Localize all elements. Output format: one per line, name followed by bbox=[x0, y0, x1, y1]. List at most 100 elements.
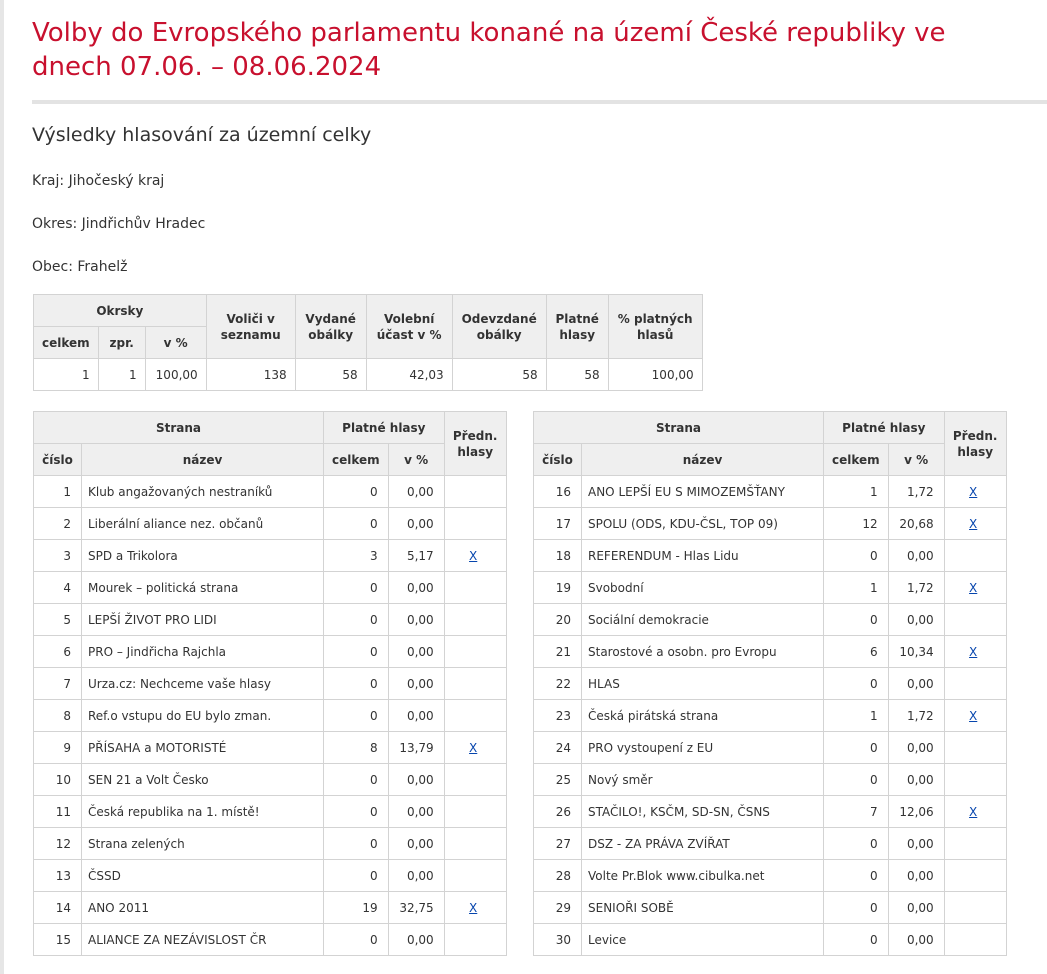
party-name: Ref.o vstupu do EU bylo zman. bbox=[81, 699, 324, 732]
header-ucast: Volební účast v % bbox=[365, 294, 453, 359]
party-votes: 0 bbox=[323, 827, 389, 860]
party-name: LEPŠÍ ŽIVOT PRO LIDI bbox=[81, 603, 324, 636]
party-name: SEN 21 a Volt Česko bbox=[81, 763, 324, 796]
party-pct: 0,00 bbox=[387, 635, 445, 668]
party-votes: 0 bbox=[323, 923, 389, 956]
preferential-votes-cell bbox=[443, 763, 507, 796]
summary-cell: 100,00 bbox=[607, 358, 703, 391]
party-votes: 12 bbox=[823, 507, 889, 540]
preferential-votes-cell bbox=[943, 667, 1007, 700]
party-row: 23 Česká pirátská strana 1 1,72 X bbox=[533, 699, 1007, 732]
header-v-pct: v % bbox=[144, 326, 207, 359]
party-pct: 0,00 bbox=[387, 667, 445, 700]
summary-cell: 42,03 bbox=[365, 358, 453, 391]
party-name: Levice bbox=[581, 923, 824, 956]
preferential-votes-link[interactable]: X bbox=[469, 740, 478, 755]
party-number: 24 bbox=[533, 731, 582, 764]
party-row: 10 SEN 21 a Volt Česko 0 0,00 bbox=[33, 763, 507, 796]
party-votes: 0 bbox=[823, 667, 889, 700]
party-name: Strana zelených bbox=[81, 827, 324, 860]
header-predn-hlasy: Předn. hlasy bbox=[943, 411, 1007, 476]
preferential-votes-cell bbox=[443, 507, 507, 540]
party-name: Sociální demokracie bbox=[581, 603, 824, 636]
party-pct: 20,68 bbox=[887, 507, 945, 540]
party-pct: 5,17 bbox=[387, 539, 445, 572]
party-row: 3 SPD a Trikolora 3 5,17 X bbox=[33, 539, 507, 572]
preferential-votes-cell: X bbox=[943, 795, 1007, 828]
summary-row: 1 1 100,00 138 58 42,03 58 58 100,00 bbox=[33, 358, 703, 391]
party-row: 11 Česká republika na 1. místě! 0 0,00 bbox=[33, 795, 507, 828]
preferential-votes-cell: X bbox=[443, 891, 507, 924]
party-votes: 0 bbox=[323, 859, 389, 892]
party-number: 13 bbox=[33, 859, 82, 892]
preferential-votes-link[interactable]: X bbox=[969, 516, 978, 531]
party-row: 13 ČSSD 0 0,00 bbox=[33, 859, 507, 892]
party-pct: 1,72 bbox=[887, 571, 945, 604]
party-row: 26 STAČILO!, KSČM, SD-SN, ČSNS 7 12,06 X bbox=[533, 795, 1007, 828]
summary-cell: 58 bbox=[545, 358, 609, 391]
party-name: Mourek – politická strana bbox=[81, 571, 324, 604]
party-votes: 0 bbox=[323, 667, 389, 700]
preferential-votes-link[interactable]: X bbox=[969, 804, 978, 819]
summary-cell: 58 bbox=[294, 358, 367, 391]
header-v-pct: v % bbox=[887, 443, 945, 476]
preferential-votes-link[interactable]: X bbox=[969, 644, 978, 659]
party-number: 1 bbox=[33, 475, 82, 508]
preferential-votes-link[interactable]: X bbox=[469, 548, 478, 563]
preferential-votes-cell bbox=[443, 475, 507, 508]
party-number: 17 bbox=[533, 507, 582, 540]
header-celkem: celkem bbox=[33, 326, 99, 359]
party-pct: 0,00 bbox=[387, 923, 445, 956]
party-votes: 0 bbox=[323, 603, 389, 636]
party-row: 7 Urza.cz: Nechceme vaše hlasy 0 0,00 bbox=[33, 667, 507, 700]
party-votes: 0 bbox=[323, 475, 389, 508]
party-number: 20 bbox=[533, 603, 582, 636]
party-votes: 1 bbox=[823, 571, 889, 604]
party-number: 23 bbox=[533, 699, 582, 732]
party-row: 22 HLAS 0 0,00 bbox=[533, 667, 1007, 700]
party-name: Urza.cz: Nechceme vaše hlasy bbox=[81, 667, 324, 700]
preferential-votes-link[interactable]: X bbox=[969, 580, 978, 595]
party-pct: 0,00 bbox=[387, 507, 445, 540]
party-number: 12 bbox=[33, 827, 82, 860]
summary-table: Okrsky Voliči v seznamu Vydané obálky Vo… bbox=[33, 294, 703, 391]
party-number: 10 bbox=[33, 763, 82, 796]
party-name: Nový směr bbox=[581, 763, 824, 796]
party-number: 16 bbox=[533, 475, 582, 508]
party-name: DSZ - ZA PRÁVA ZVÍŘAT bbox=[581, 827, 824, 860]
summary-cell: 138 bbox=[205, 358, 296, 391]
preferential-votes-cell bbox=[943, 827, 1007, 860]
party-pct: 0,00 bbox=[887, 891, 945, 924]
party-votes: 0 bbox=[823, 763, 889, 796]
preferential-votes-link[interactable]: X bbox=[969, 708, 978, 723]
party-number: 26 bbox=[533, 795, 582, 828]
party-votes: 0 bbox=[323, 507, 389, 540]
party-row: 1 Klub angažovaných nestraníků 0 0,00 bbox=[33, 475, 507, 508]
party-number: 8 bbox=[33, 699, 82, 732]
preferential-votes-cell: X bbox=[943, 635, 1007, 668]
party-number: 27 bbox=[533, 827, 582, 860]
preferential-votes-cell bbox=[443, 795, 507, 828]
party-votes: 0 bbox=[823, 539, 889, 572]
party-name: Liberální aliance nez. občanů bbox=[81, 507, 324, 540]
party-name: SENIOŘI SOBĚ bbox=[581, 891, 824, 924]
party-row: 9 PŘÍSAHA a MOTORISTÉ 8 13,79 X bbox=[33, 731, 507, 764]
party-row: 14 ANO 2011 19 32,75 X bbox=[33, 891, 507, 924]
party-table-right: Strana Platné hlasy Předn. hlasy číslo název… bbox=[533, 411, 1007, 956]
preferential-votes-cell bbox=[943, 539, 1007, 572]
preferential-votes-cell: X bbox=[943, 571, 1007, 604]
party-pct: 0,00 bbox=[387, 859, 445, 892]
header-nazev: název bbox=[581, 443, 824, 476]
party-number: 6 bbox=[33, 635, 82, 668]
party-votes: 0 bbox=[323, 699, 389, 732]
party-name: STAČILO!, KSČM, SD-SN, ČSNS bbox=[581, 795, 824, 828]
party-number: 30 bbox=[533, 923, 582, 956]
preferential-votes-cell bbox=[443, 667, 507, 700]
party-number: 18 bbox=[533, 539, 582, 572]
obec-label: Obec: Frahelž bbox=[32, 259, 128, 275]
preferential-votes-link[interactable]: X bbox=[969, 484, 978, 499]
summary-cell: 100,00 bbox=[144, 358, 207, 391]
preferential-votes-cell bbox=[943, 731, 1007, 764]
preferential-votes-link[interactable]: X bbox=[469, 900, 478, 915]
party-number: 11 bbox=[33, 795, 82, 828]
